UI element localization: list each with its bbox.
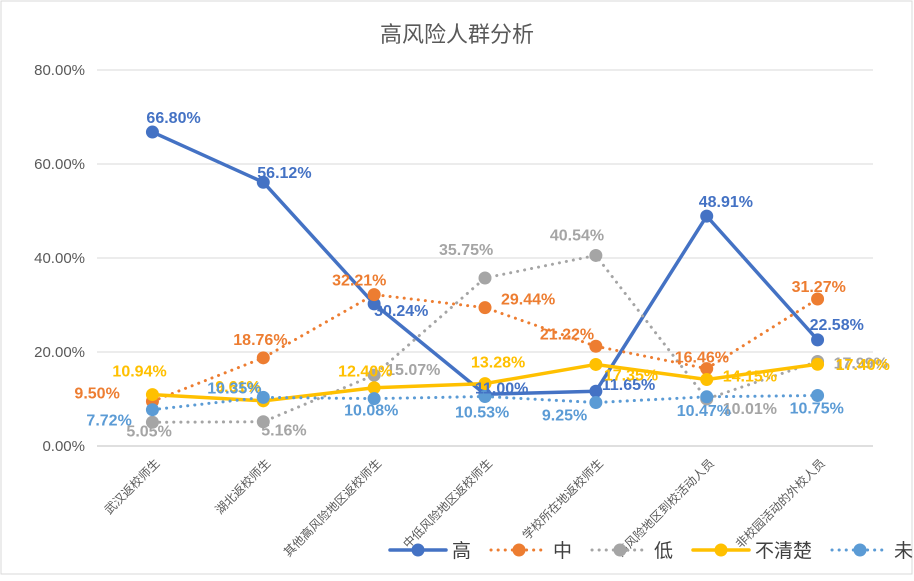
data-label: 12.40%: [338, 364, 392, 381]
data-label: 21.22%: [540, 326, 594, 343]
data-label: 35.75%: [439, 242, 493, 259]
data-point: [589, 396, 603, 410]
legend-label: 低: [654, 540, 673, 562]
data-label: 9.25%: [542, 408, 587, 425]
data-point: [145, 415, 159, 429]
data-label: 17.40%: [836, 357, 890, 374]
data-label: 14.15%: [723, 368, 777, 385]
data-label: 9.61%: [215, 379, 260, 396]
data-point: [256, 175, 270, 189]
data-point: [256, 415, 270, 429]
y-tick-label: 40.00%: [34, 250, 85, 267]
data-point: [811, 357, 825, 371]
y-tick-label: 60.00%: [34, 156, 85, 173]
legend-item[interactable]: 未选择: [830, 540, 914, 562]
data-label: 30.24%: [374, 303, 428, 320]
data-point: [700, 372, 714, 386]
data-point: [367, 392, 381, 406]
chart-title: 高风险人群分析: [380, 22, 534, 47]
data-label: 5.16%: [261, 423, 306, 440]
data-point: [478, 271, 492, 285]
legend-label: 未选择: [894, 540, 914, 562]
data-label: 17.99%: [834, 355, 888, 372]
data-point: [478, 390, 492, 404]
data-label: 11.00%: [475, 380, 528, 397]
data-label: 29.44%: [501, 292, 555, 309]
legend-marker: [411, 543, 425, 557]
data-label: 15.07%: [386, 362, 440, 379]
data-point: [589, 248, 603, 262]
data-point: [256, 390, 270, 404]
data-point: [367, 288, 381, 302]
legend-item[interactable]: 中: [489, 540, 572, 562]
data-label: 18.76%: [233, 332, 287, 349]
legend-label: 高: [452, 540, 471, 562]
data-label: 10.75%: [790, 400, 844, 417]
gridlines: [97, 69, 873, 447]
data-point: [145, 388, 159, 402]
legend-marker: [512, 543, 526, 557]
data-point: [589, 339, 603, 353]
data-label: 13.28%: [471, 355, 525, 372]
data-label: 22.58%: [810, 317, 864, 334]
legend-marker: [714, 543, 728, 557]
data-point: [145, 125, 159, 139]
legend-item[interactable]: 低: [590, 540, 673, 562]
data-label: 10.53%: [455, 405, 509, 422]
data-point: [478, 377, 492, 391]
y-tick-label: 80.00%: [34, 62, 85, 79]
data-label: 5.05%: [126, 423, 171, 440]
data-point: [367, 381, 381, 395]
data-label: 56.12%: [257, 165, 311, 182]
y-tick-label: 0.00%: [42, 438, 85, 455]
data-label: 9.50%: [74, 385, 119, 402]
data-point: [700, 390, 714, 404]
data-point: [811, 292, 825, 306]
legend-label: 不清楚: [755, 540, 812, 562]
data-label: 16.46%: [675, 350, 729, 367]
data-point: [811, 388, 825, 402]
legend-label: 中: [553, 540, 572, 562]
data-label: 10.47%: [677, 403, 731, 420]
data-point: [589, 357, 603, 371]
legend-marker: [613, 543, 627, 557]
data-point: [145, 403, 159, 417]
data-label: 40.54%: [550, 227, 604, 244]
data-label: 66.80%: [146, 110, 200, 127]
data-label: 7.72%: [86, 413, 131, 430]
data-label: 31.27%: [792, 279, 846, 296]
data-labels: 66.80% 56.12% 30.24% 11.00% 11.65% 48.91% 22.5…: [74, 110, 889, 440]
data-point: [589, 384, 603, 398]
data-label: 10.01%: [723, 401, 777, 418]
series-lines: [145, 125, 825, 429]
data-point: [700, 362, 714, 376]
legend-marker: [853, 543, 867, 557]
data-label: 10.35%: [207, 380, 261, 397]
data-label: 48.91%: [699, 194, 753, 211]
data-label: 17.35%: [604, 367, 658, 384]
data-point: [256, 351, 270, 365]
data-point: [367, 297, 381, 311]
data-label: 32.21%: [332, 273, 386, 290]
data-label: 10.94%: [112, 364, 166, 381]
legend: 高 中 低 不清楚 未选择: [388, 540, 914, 562]
data-point: [700, 209, 714, 223]
data-label: 10.08%: [344, 403, 398, 420]
data-point: [478, 301, 492, 315]
y-tick-label: 20.00%: [34, 344, 85, 361]
legend-item[interactable]: 不清楚: [691, 540, 812, 562]
data-point: [811, 333, 825, 347]
series-4: [145, 388, 825, 417]
data-point: [367, 368, 381, 382]
data-label: 11.65%: [602, 377, 655, 394]
legend-item[interactable]: 高: [388, 540, 471, 562]
y-axis-ticks: 0.00% 20.00% 40.00% 60.00% 80.00%: [34, 62, 85, 455]
